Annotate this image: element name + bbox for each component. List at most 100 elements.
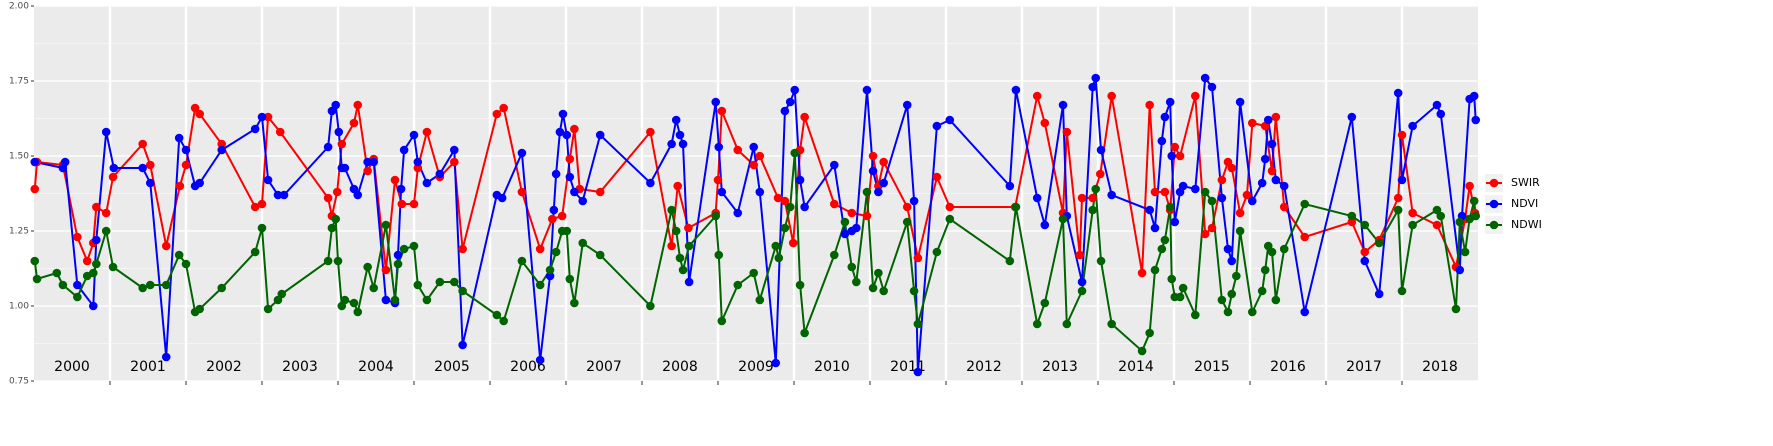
point: [667, 205, 676, 215]
point: [755, 187, 765, 197]
point: [145, 160, 155, 170]
point: [1279, 244, 1289, 254]
point: [250, 202, 260, 212]
point: [548, 214, 557, 224]
point: [340, 295, 350, 305]
point: [646, 127, 655, 137]
point: [331, 100, 341, 110]
point: [1279, 181, 1289, 191]
point: [449, 145, 459, 155]
point: [1300, 232, 1310, 242]
point: [1165, 202, 1175, 212]
point: [945, 115, 955, 125]
legend-label: NDWI: [1511, 218, 1542, 231]
point: [175, 181, 185, 191]
point: [771, 358, 781, 368]
point: [1432, 220, 1442, 230]
point: [32, 274, 42, 284]
point: [275, 127, 285, 137]
y-tick-label: 1.50: [9, 152, 29, 162]
year-label: 2008: [662, 359, 698, 375]
point: [323, 193, 333, 203]
point: [1088, 205, 1097, 215]
year-label: 2010: [814, 359, 850, 375]
point: [332, 187, 342, 197]
point: [217, 283, 227, 293]
point: [52, 268, 62, 278]
point: [263, 304, 273, 314]
point: [1040, 298, 1050, 308]
point: [1393, 205, 1403, 215]
point: [1137, 268, 1147, 278]
year-label: 2002: [206, 359, 242, 375]
point: [1160, 112, 1170, 122]
point: [1160, 187, 1170, 197]
point: [363, 157, 372, 167]
point: [595, 187, 605, 197]
y-tick-label: 2.00: [9, 2, 29, 12]
point: [333, 256, 343, 266]
point: [852, 277, 861, 287]
point: [30, 184, 40, 194]
point: [790, 85, 800, 95]
point: [1267, 166, 1277, 176]
point: [558, 109, 568, 119]
point: [678, 139, 688, 149]
point: [1200, 187, 1210, 197]
point: [1271, 112, 1281, 122]
point: [565, 274, 575, 284]
point: [492, 109, 502, 119]
point: [337, 139, 347, 149]
point: [1077, 277, 1087, 287]
legend-label: SWIR: [1511, 176, 1540, 189]
point: [499, 316, 508, 326]
point: [1175, 151, 1185, 161]
point: [1091, 73, 1101, 83]
point: [353, 307, 363, 317]
point: [1150, 223, 1160, 233]
point: [435, 277, 445, 287]
year-label: 2012: [966, 359, 1002, 375]
point: [565, 172, 575, 182]
point: [138, 163, 147, 173]
point: [1088, 193, 1097, 203]
point: [562, 130, 572, 140]
point: [263, 112, 273, 122]
point: [396, 184, 406, 194]
point: [1227, 163, 1237, 173]
point: [217, 139, 227, 149]
point: [780, 223, 790, 233]
point: [671, 226, 681, 236]
point: [369, 283, 379, 293]
point: [667, 139, 676, 149]
point: [570, 298, 579, 308]
point: [1247, 118, 1257, 128]
point: [675, 253, 685, 263]
point: [646, 301, 655, 311]
point: [1032, 91, 1042, 101]
point: [595, 250, 605, 260]
point: [535, 280, 545, 290]
point: [263, 175, 273, 185]
point: [565, 154, 575, 164]
point: [684, 223, 693, 233]
point: [1077, 193, 1087, 203]
point: [535, 244, 545, 254]
point: [181, 160, 191, 170]
point: [449, 277, 459, 287]
point: [1451, 304, 1461, 314]
point: [1058, 100, 1068, 110]
point: [1190, 310, 1200, 320]
point: [1360, 247, 1370, 257]
point: [913, 367, 923, 377]
point: [1393, 88, 1403, 98]
point: [862, 187, 872, 197]
point: [195, 304, 204, 314]
point: [1088, 82, 1097, 92]
point: [145, 178, 155, 188]
point: [250, 124, 260, 134]
point: [902, 100, 912, 110]
point: [717, 106, 727, 116]
point: [257, 112, 267, 122]
point: [829, 160, 839, 170]
